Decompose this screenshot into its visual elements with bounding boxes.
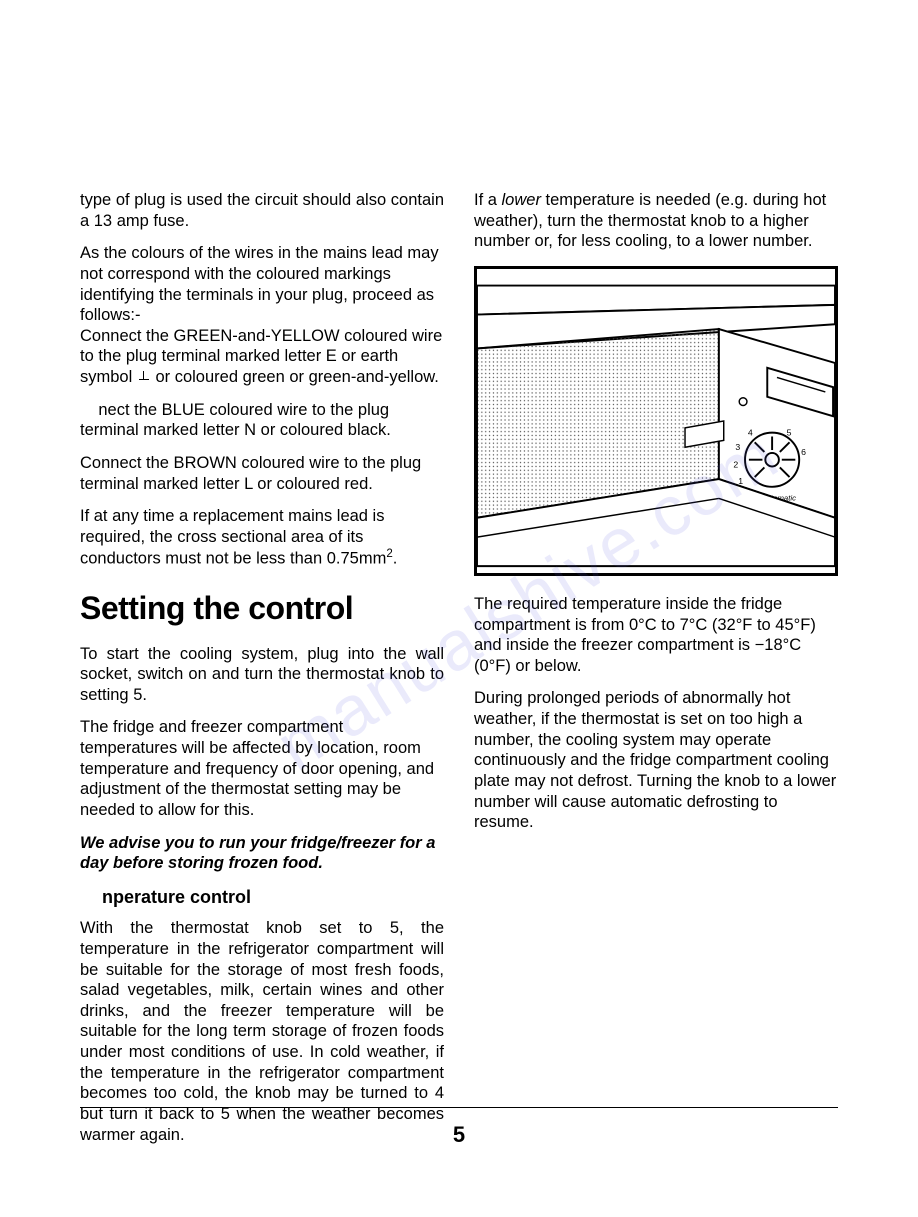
thermostat-figure: 1 2 3 4 5 6 automatic defrost xyxy=(474,266,838,576)
thermostat-illustration-icon: 1 2 3 4 5 6 automatic defrost xyxy=(477,269,835,573)
para-blue-wire: nect the BLUE coloured wire to the plug … xyxy=(80,400,444,441)
para-lower-temp: If a lower temperature is needed (e.g. d… xyxy=(474,190,838,252)
dial-label-6: 6 xyxy=(801,447,806,457)
para-temps-affected: The fridge and freezer compartment tempe… xyxy=(80,717,444,820)
para-prolonged-hot: During prolonged periods of abnormally h… xyxy=(474,688,838,832)
dial-label-5: 5 xyxy=(787,427,792,437)
dial-label-4: 4 xyxy=(748,427,753,437)
footer-rule xyxy=(80,1107,838,1108)
para-plug-fuse: type of plug is used the circuit should … xyxy=(80,190,444,231)
subheading-temp-control: nperature control xyxy=(102,886,444,909)
dial-label-2: 2 xyxy=(733,459,738,469)
para-mains-lead: If at any time a replacement mains lead … xyxy=(80,506,444,569)
page-content: type of plug is used the circuit should … xyxy=(0,0,918,1217)
para-required-temp: The required temperature inside the frid… xyxy=(474,594,838,677)
dial-label-3: 3 xyxy=(735,442,740,452)
right-column: If a lower temperature is needed (e.g. d… xyxy=(474,190,838,1157)
para-brown-wire: Connect the BROWN coloured wire to the p… xyxy=(80,453,444,494)
heading-setting-control: Setting the control xyxy=(80,588,444,628)
earth-icon xyxy=(137,371,151,385)
para-thermostat-5: With the thermostat knob set to 5, the t… xyxy=(80,918,444,1145)
page-number: 5 xyxy=(0,1122,918,1148)
left-column: type of plug is used the circuit should … xyxy=(80,190,444,1157)
para-start-cooling: To start the cooling system, plug into t… xyxy=(80,644,444,706)
para-advice: We advise you to run your fridge/freezer… xyxy=(80,833,444,874)
dial-label-1: 1 xyxy=(738,476,743,486)
para-wire-colours: As the colours of the wires in the mains… xyxy=(80,243,444,387)
